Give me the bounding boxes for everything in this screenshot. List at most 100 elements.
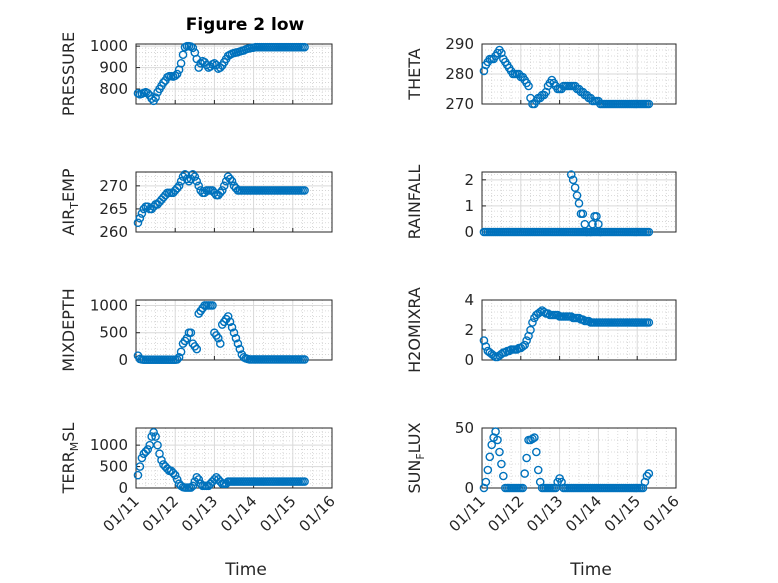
data-point bbox=[485, 452, 495, 462]
y-axis-label: RAINFALL bbox=[405, 165, 424, 240]
data-point bbox=[147, 94, 156, 103]
data-point bbox=[170, 71, 180, 81]
data-point bbox=[481, 477, 491, 487]
data-point bbox=[151, 93, 160, 102]
data-point bbox=[157, 455, 166, 465]
y-tick-label: 1000 bbox=[90, 436, 128, 454]
axes-box bbox=[135, 171, 333, 233]
x-tick-label: 01/12 bbox=[139, 492, 182, 535]
data-point bbox=[217, 186, 227, 195]
data-point bbox=[170, 470, 180, 480]
y-tick-label: 1000 bbox=[90, 37, 128, 55]
data-point bbox=[572, 191, 582, 200]
x-tick-label: 01/12 bbox=[484, 492, 527, 535]
data-point bbox=[553, 310, 562, 320]
y-tick-label: 1 bbox=[464, 197, 474, 215]
data-point bbox=[493, 435, 502, 445]
data-point bbox=[578, 209, 588, 219]
data-point bbox=[133, 218, 143, 228]
data-point bbox=[535, 307, 545, 317]
data-point bbox=[528, 318, 537, 327]
data-point bbox=[172, 355, 182, 364]
data-point bbox=[186, 483, 196, 492]
y-axis-label: SUNFLUX bbox=[405, 422, 427, 493]
x-tick-label: 01/13 bbox=[523, 492, 566, 535]
series-1 bbox=[133, 427, 309, 492]
data-point bbox=[174, 181, 184, 191]
data-point bbox=[588, 219, 597, 229]
y-tick-label: 0 bbox=[464, 223, 474, 241]
data-point bbox=[182, 174, 192, 184]
data-point bbox=[192, 176, 202, 186]
x-tick-label: 01/15 bbox=[256, 492, 299, 535]
data-point bbox=[300, 355, 309, 364]
data-point bbox=[194, 63, 204, 72]
data-point bbox=[176, 481, 186, 491]
y-tick-label: 500 bbox=[99, 324, 128, 342]
y-tick-label: 260 bbox=[99, 223, 128, 241]
data-point bbox=[147, 432, 156, 441]
data-point bbox=[644, 318, 654, 327]
data-point bbox=[592, 212, 601, 221]
data-point bbox=[214, 333, 223, 343]
data-point bbox=[172, 69, 182, 79]
y-tick-label: 50 bbox=[455, 419, 474, 437]
x-tick-label: 01/11 bbox=[446, 492, 489, 535]
x-tick-label: 01/11 bbox=[100, 492, 143, 535]
y-tick-label: 290 bbox=[445, 35, 474, 53]
axes-box bbox=[135, 427, 333, 489]
data-point bbox=[178, 50, 188, 60]
x-tick-label: 01/16 bbox=[640, 492, 683, 535]
data-point bbox=[227, 176, 237, 186]
data-point bbox=[594, 219, 603, 229]
data-point bbox=[520, 469, 529, 478]
data-point bbox=[644, 99, 654, 109]
y-axis-label: H2OMIXRA bbox=[405, 287, 424, 373]
panel-2: 270 280 290 THETA bbox=[405, 35, 677, 113]
data-point bbox=[578, 315, 588, 324]
y-tick-label: 0 bbox=[464, 479, 474, 497]
data-point bbox=[504, 346, 514, 356]
data-point bbox=[518, 483, 528, 493]
data-point bbox=[172, 475, 182, 484]
series-1 bbox=[479, 227, 654, 237]
data-point bbox=[192, 472, 202, 482]
y-tick-label: 0 bbox=[464, 351, 474, 369]
data-point bbox=[190, 172, 200, 181]
data-point bbox=[520, 340, 529, 350]
y-axis-label: THETA bbox=[405, 48, 424, 100]
y-tick-label: 900 bbox=[99, 59, 128, 77]
data-point bbox=[135, 462, 145, 471]
data-point bbox=[223, 312, 233, 321]
data-point bbox=[235, 344, 245, 354]
data-point bbox=[137, 453, 147, 463]
data-point bbox=[491, 427, 500, 436]
data-point bbox=[522, 453, 531, 463]
data-point bbox=[566, 170, 576, 179]
panel-4: 0 1 2 RAINFALL bbox=[405, 165, 677, 241]
data-point bbox=[151, 432, 160, 441]
data-point bbox=[497, 459, 506, 469]
series-1 bbox=[479, 427, 654, 493]
data-point bbox=[483, 465, 493, 475]
data-point bbox=[300, 477, 309, 486]
series-1 bbox=[133, 170, 309, 228]
data-point bbox=[584, 316, 594, 326]
y-axis-label: TERRMSL bbox=[59, 423, 81, 495]
y-tick-label: 0 bbox=[118, 479, 128, 497]
x-tick-label: 01/15 bbox=[601, 492, 644, 535]
data-point bbox=[568, 175, 578, 185]
data-point bbox=[133, 470, 143, 480]
y-tick-label: 2 bbox=[464, 321, 474, 339]
data-point bbox=[186, 42, 196, 51]
data-point bbox=[481, 342, 491, 351]
data-point bbox=[233, 339, 243, 348]
series-2 bbox=[566, 170, 605, 237]
series-1 bbox=[133, 301, 309, 365]
x-tick-label: 01/14 bbox=[217, 492, 260, 535]
data-point bbox=[300, 42, 309, 52]
panel-5: 0 500 1000 MIXDEPTH bbox=[59, 288, 333, 372]
data-point bbox=[499, 471, 508, 481]
y-tick-label: 280 bbox=[445, 65, 474, 83]
data-point bbox=[533, 465, 543, 475]
